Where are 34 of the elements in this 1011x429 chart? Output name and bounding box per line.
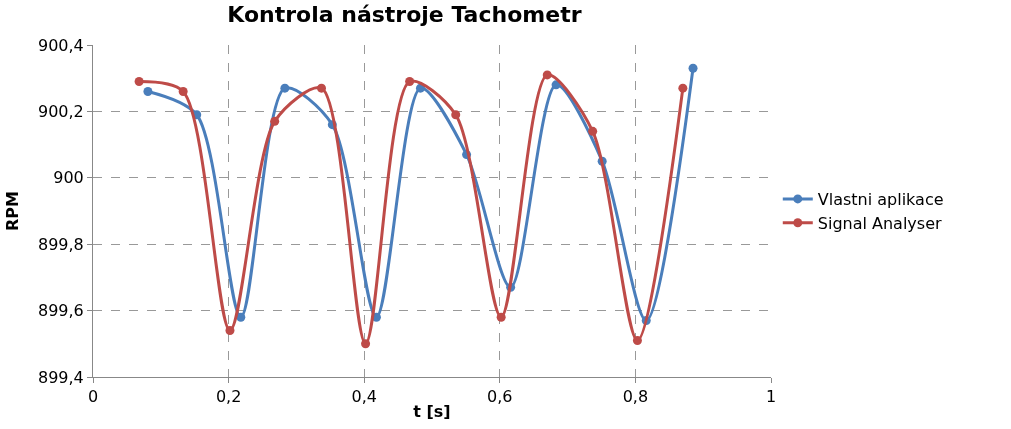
- point: [361, 339, 371, 349]
- chart-title: Kontrola nástroje Tachometr: [227, 1, 582, 27]
- point: [134, 77, 144, 87]
- point: [316, 83, 326, 93]
- legend-label: Signal Analyser: [817, 213, 942, 233]
- y-tick-label: 900,4: [37, 35, 84, 55]
- x-tick-label: 0,4: [351, 387, 377, 407]
- point: [178, 86, 188, 96]
- point: [280, 83, 290, 93]
- legend-label: Vlastni aplikace: [817, 190, 944, 210]
- point: [588, 126, 598, 136]
- point: [688, 63, 698, 73]
- y-axis-title: RPM: [2, 191, 22, 231]
- point: [451, 110, 461, 120]
- point: [496, 312, 506, 322]
- point: [678, 83, 688, 93]
- x-tick-label: 0,2: [215, 387, 242, 407]
- x-tick-label: 0,6: [487, 387, 513, 407]
- y-tick-label: 900: [53, 168, 84, 188]
- point: [143, 86, 153, 96]
- point: [225, 326, 235, 336]
- point: [542, 70, 552, 80]
- y-tick-label: 899,6: [37, 301, 84, 321]
- point: [632, 335, 642, 345]
- y-tick-label: 899,8: [37, 234, 84, 254]
- x-tick-label: 1: [765, 387, 777, 407]
- x-tick-label: 0: [87, 387, 99, 407]
- point: [270, 116, 280, 126]
- x-axis-title: t [s]: [413, 401, 451, 421]
- x-tick-label: 0,8: [622, 387, 649, 407]
- point: [405, 77, 415, 87]
- y-tick-label: 899,4: [37, 367, 84, 387]
- point: [236, 312, 246, 322]
- y-tick-label: 900,2: [37, 102, 84, 121]
